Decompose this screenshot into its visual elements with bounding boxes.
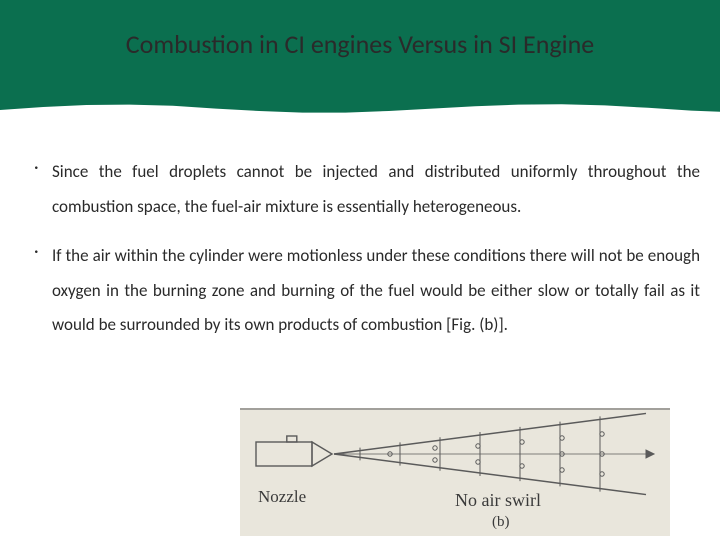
svg-text:No air swirl: No air swirl xyxy=(455,490,541,510)
svg-text:Nozzle: Nozzle xyxy=(258,487,306,506)
body-text: Since the fuel droplets cannot be inject… xyxy=(30,155,700,343)
bullet-item: If the air within the cylinder were moti… xyxy=(30,239,700,344)
svg-text:(b): (b) xyxy=(492,514,510,530)
slide: Combustion in CI engines Versus in SI En… xyxy=(0,0,720,540)
bullet-item: Since the fuel droplets cannot be inject… xyxy=(30,155,700,225)
spray-figure: Nozzle No air swirl (b) xyxy=(240,408,670,536)
slide-title: Combustion in CI engines Versus in SI En… xyxy=(0,28,720,60)
